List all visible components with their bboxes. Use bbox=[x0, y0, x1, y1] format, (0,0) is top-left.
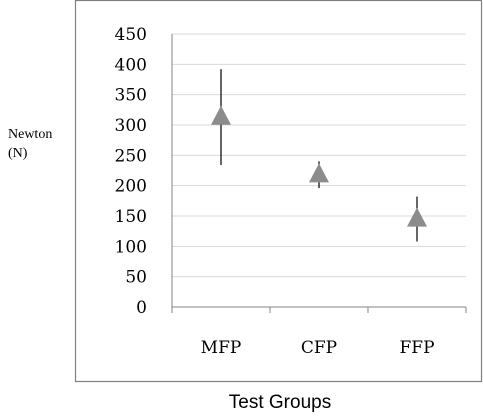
data-markers bbox=[211, 105, 427, 227]
y-axis-label-line1: Newton bbox=[8, 127, 52, 142]
gridlines bbox=[172, 33, 466, 278]
y-tick-label: 150 bbox=[115, 207, 147, 227]
y-tick-label: 0 bbox=[136, 298, 147, 318]
x-tick-label-ffp: FFP bbox=[399, 338, 434, 358]
triangle-marker-cfp bbox=[309, 163, 329, 183]
y-tick-label: 450 bbox=[115, 25, 147, 45]
triangle-marker-ffp bbox=[407, 207, 427, 227]
x-tick-label-mfp: MFP bbox=[201, 338, 242, 358]
triangle-marker-mfp bbox=[211, 105, 231, 125]
y-tick-label: 50 bbox=[125, 268, 147, 288]
y-axis-label-line2: (N) bbox=[8, 146, 28, 161]
y-tick-label: 100 bbox=[115, 237, 147, 257]
x-axis-label: Test Groups bbox=[229, 392, 331, 413]
y-tick-label: 200 bbox=[115, 177, 147, 197]
y-tick-label: 300 bbox=[115, 116, 147, 136]
y-tick-label: 400 bbox=[115, 55, 147, 75]
x-tick-labels: MFP CFP FFP bbox=[201, 338, 435, 358]
y-tick-labels: 0 50 100 150 200 250 300 350 400 450 bbox=[115, 25, 147, 318]
y-tick-label: 250 bbox=[115, 146, 147, 166]
axes bbox=[171, 34, 467, 313]
y-tick-label: 350 bbox=[115, 86, 147, 106]
x-tick-label-cfp: CFP bbox=[301, 338, 337, 358]
